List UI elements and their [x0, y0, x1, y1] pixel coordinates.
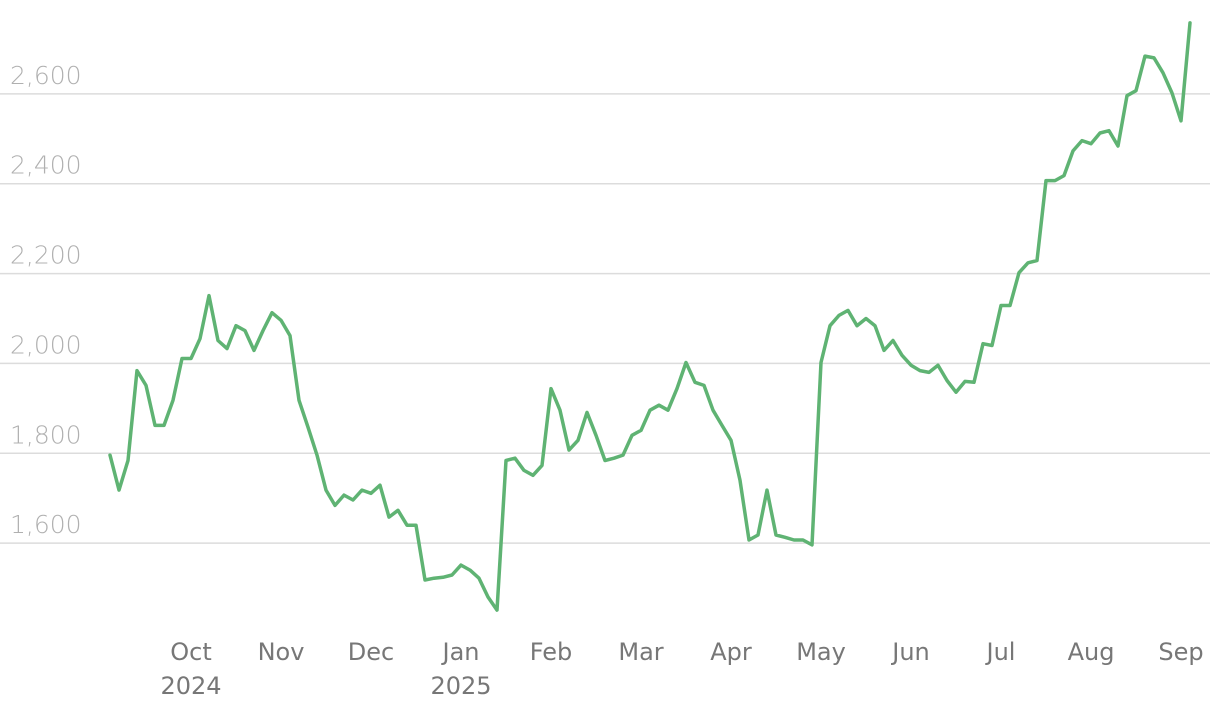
y-tick-label: 2,400	[10, 151, 82, 180]
x-tick-label: Jun	[890, 638, 930, 666]
x-tick-label: Aug	[1068, 638, 1115, 666]
x-tick-label: May	[796, 638, 846, 666]
x-tick-label: Jan 2025	[430, 638, 491, 700]
y-tick-label: 2,000	[10, 330, 82, 359]
price-line	[108, 21, 1192, 612]
x-tick-label: Feb	[530, 638, 573, 666]
x-tick-label: Mar	[618, 638, 663, 666]
x-tick-label: Jul	[985, 638, 1016, 666]
y-tick-label: 1,600	[10, 510, 82, 539]
x-tick-label: Dec	[348, 638, 394, 666]
y-tick-label: 1,800	[10, 420, 82, 449]
x-tick-label: Sep	[1158, 638, 1203, 666]
x-tick-label: Nov	[258, 638, 305, 666]
y-tick-label: 2,600	[10, 61, 82, 90]
x-tick-label: Apr	[710, 638, 752, 666]
y-tick-label: 2,200	[10, 241, 82, 270]
x-tick-label: Oct 2024	[160, 638, 221, 700]
